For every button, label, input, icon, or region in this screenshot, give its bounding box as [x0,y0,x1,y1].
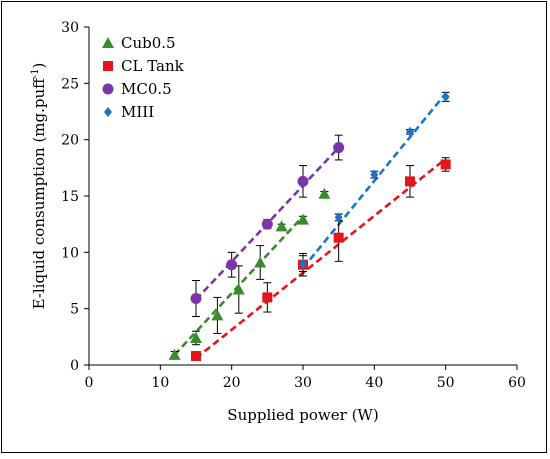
trend-line-miii [301,92,447,269]
data-point-miii [441,91,450,102]
y-axis-title: E-liquid consumption (mg.puff-1) [30,63,48,310]
data-point-cub0-5 [232,283,245,295]
y-axis-title-close: ) [30,63,48,69]
x-tick-label: 0 [85,375,94,391]
legend-label-mc0-5: MC0.5 [121,80,172,98]
data-point-mc0-5 [297,175,309,187]
legend: Cub0.5 CL Tank MC0.5 MIII [102,34,185,121]
x-axis-title: Supplied power (W) [227,406,378,424]
data-point-cub0-5 [275,220,288,232]
data-point-mc0-5 [333,142,345,154]
y-tick-label: 25 [61,76,79,92]
legend-marker-cub0-5 [102,37,114,48]
legend-marker-mc0-5 [102,83,114,95]
y-tick-label: 0 [70,358,79,374]
y-tick-label: 10 [61,245,79,261]
chart-svg: 0 10 20 30 40 50 60 0 5 10 15 20 25 30 Cub0.5 CL Tank M… [30,20,526,424]
y-tick-label: 5 [70,302,79,318]
data-point-cub0-5 [254,256,267,268]
data-point-cub0-5 [318,187,331,199]
data-point-miii [370,169,379,180]
data-point-cub0-5 [190,331,202,343]
x-tick-label: 40 [365,375,383,391]
legend-marker-cl-tank [103,61,113,71]
x-tick-label: 60 [508,375,526,391]
x-tick-label: 50 [437,375,455,391]
data-point-cub0-5 [168,348,181,360]
data-point-cl-tank [191,350,201,361]
x-tick-label: 10 [151,375,169,391]
trend-line-cl-tank [195,157,447,360]
x-tick-label: 30 [294,375,312,391]
y-axis-title-superscript: -1 [30,68,41,78]
legend-marker-miii [104,107,112,117]
x-tick-label: 20 [223,375,241,391]
data-point-cl-tank [440,159,451,170]
data-point-cub0-5 [211,309,224,321]
data-point-cl-tank [405,176,415,187]
legend-label-cl-tank: CL Tank [121,57,185,75]
data-markers [168,91,451,361]
data-point-miii [334,212,343,223]
data-point-mc0-5 [226,259,238,271]
axes: 0 10 20 30 40 50 60 0 5 10 15 20 25 30 [61,20,526,391]
chart-frame: 0 10 20 30 40 50 60 0 5 10 15 20 25 30 Cub0.5 CL Tank M… [1,1,547,453]
data-point-cl-tank [333,232,344,243]
y-tick-label: 15 [61,189,79,205]
legend-label-cub0-5: Cub0.5 [121,34,176,52]
y-axis-title-main: E-liquid consumption (mg.puff [30,77,48,310]
data-point-miii [299,258,307,269]
legend-label-miii: MIII [121,103,154,121]
data-point-mc0-5 [190,293,202,305]
data-point-miii [406,126,414,137]
data-point-cl-tank [262,292,273,303]
y-tick-label: 20 [61,133,79,149]
y-tick-label: 30 [61,20,79,36]
data-point-mc0-5 [261,218,273,230]
data-point-cub0-5 [297,213,309,225]
